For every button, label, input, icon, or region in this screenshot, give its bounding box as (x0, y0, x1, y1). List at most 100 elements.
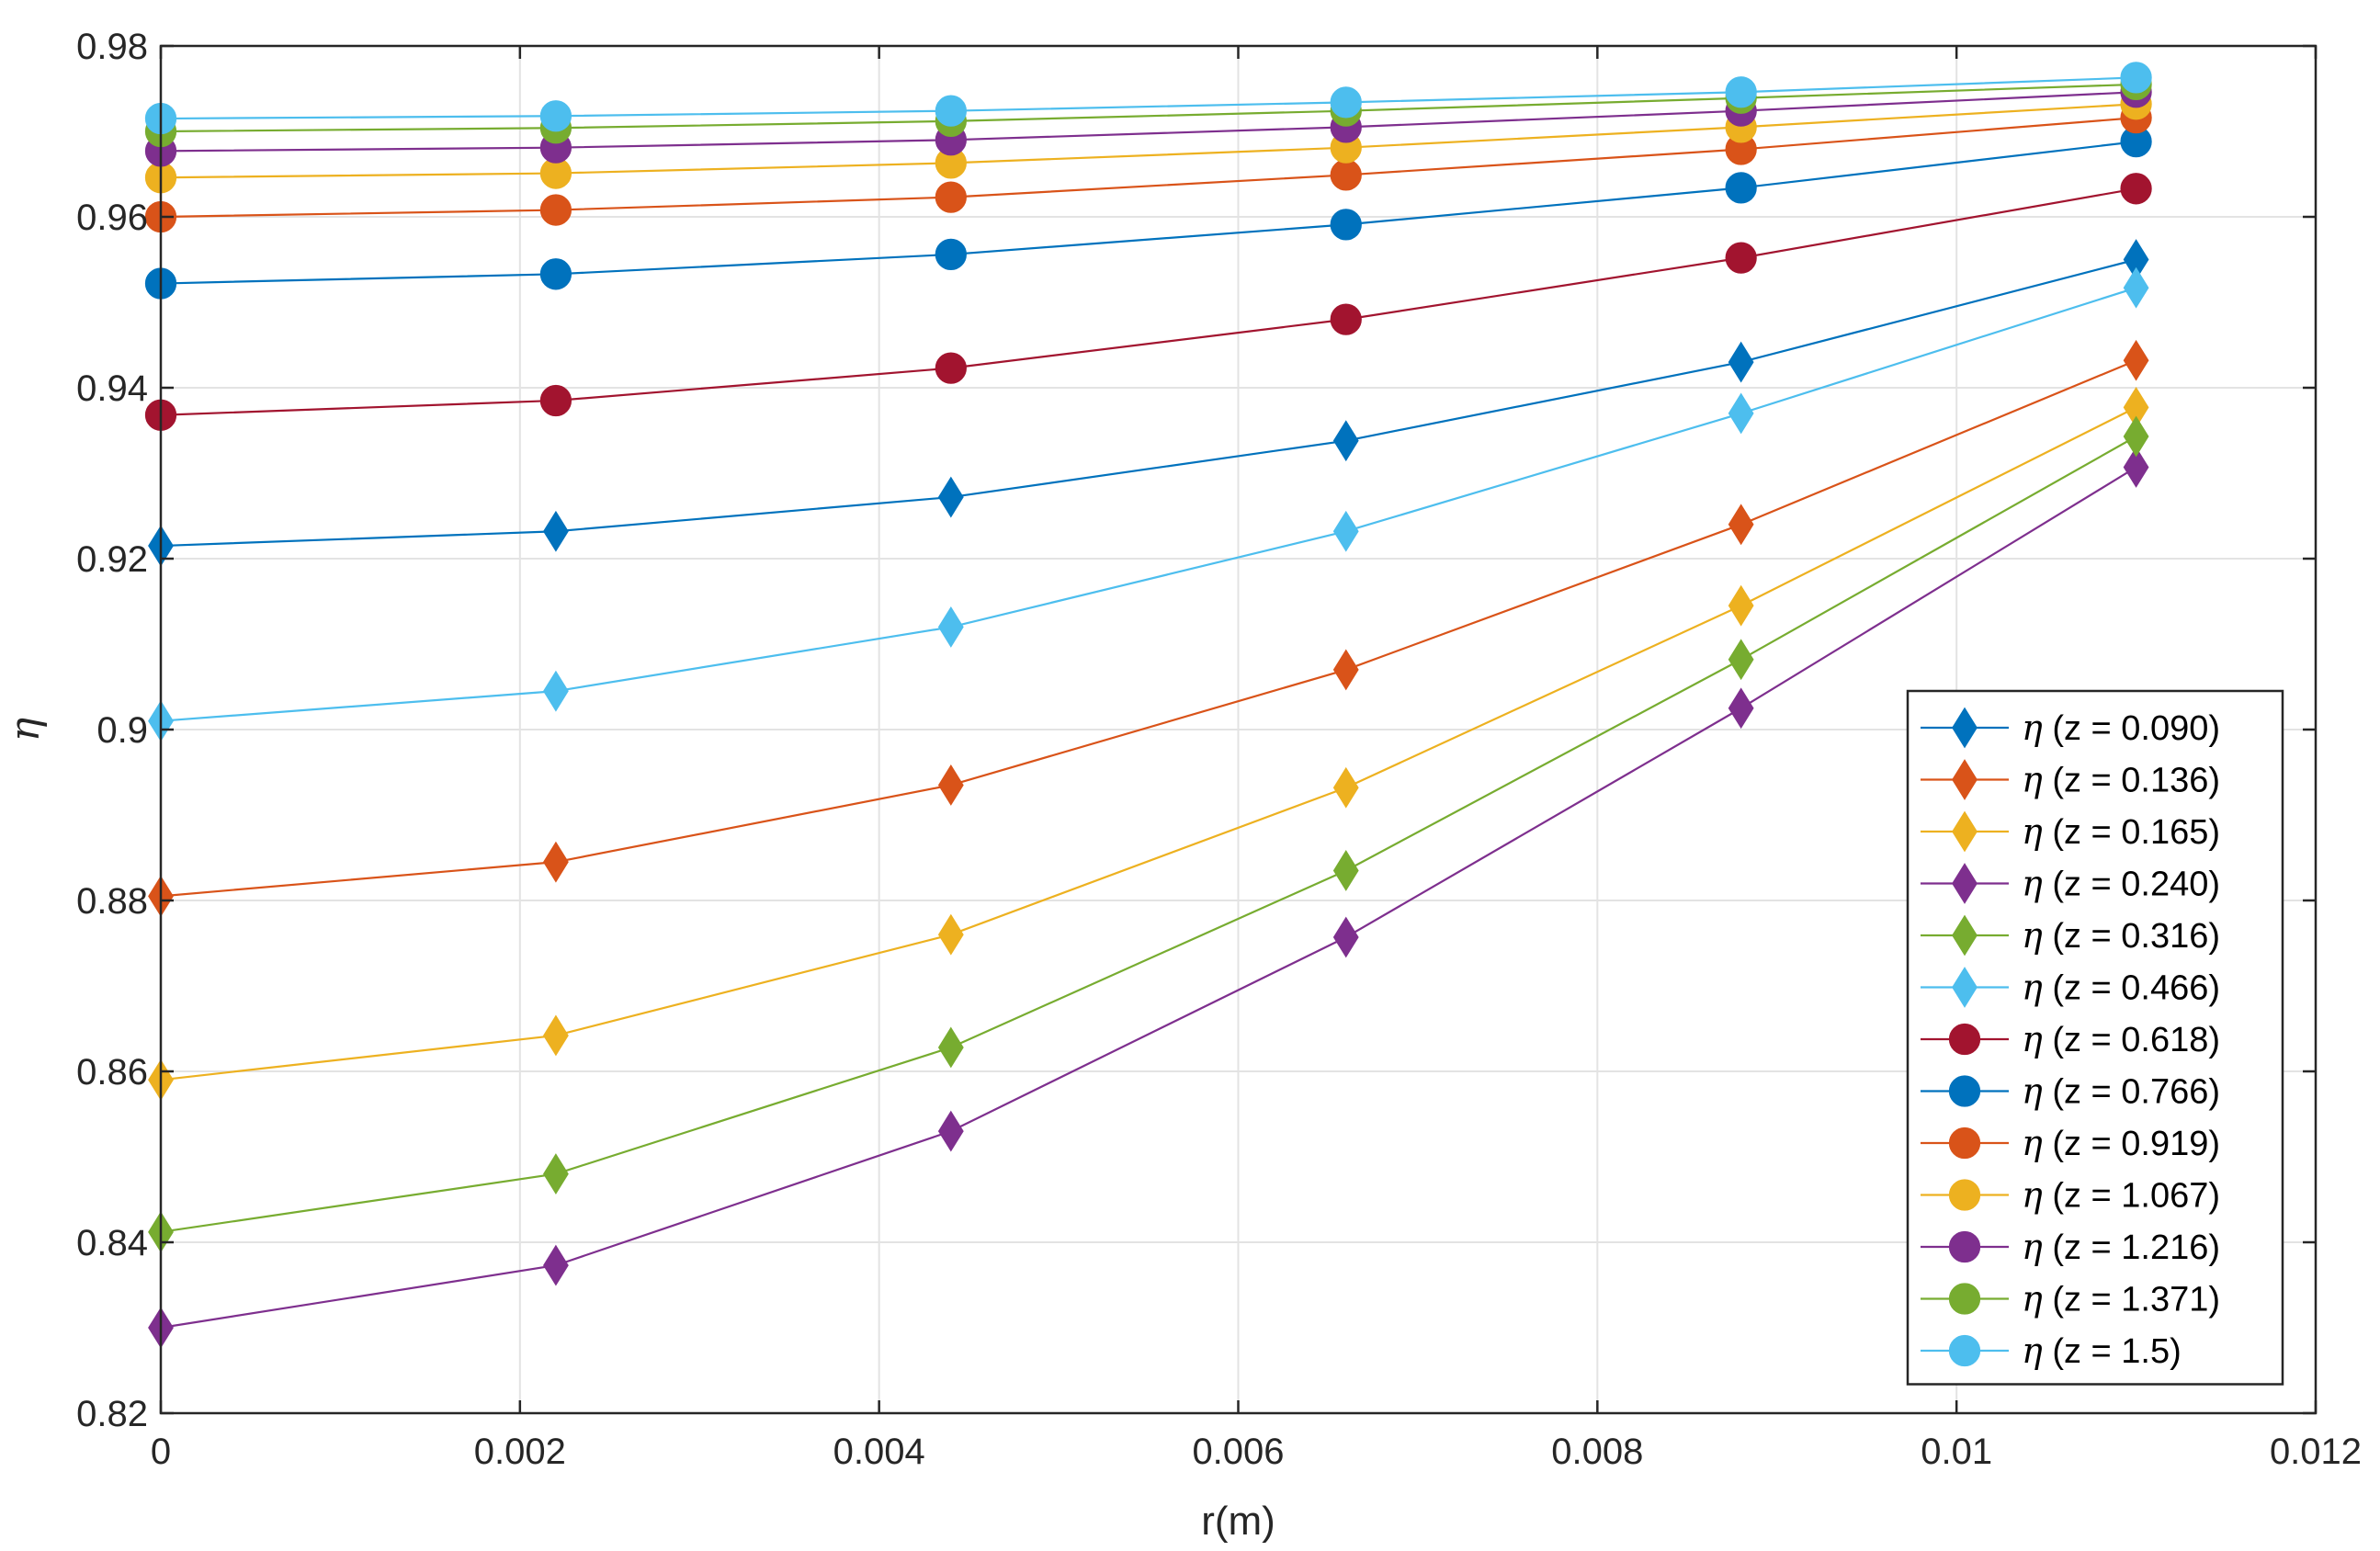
series-line (160, 187, 2136, 416)
legend-item: η (z = 0.090) (1921, 707, 2220, 749)
legend-marker (1952, 863, 1978, 904)
data-point (1332, 850, 1359, 891)
data-point (2120, 173, 2152, 205)
data-point (937, 1110, 964, 1152)
data-point (937, 764, 964, 806)
x-tick-label: 0.008 (1551, 1432, 1643, 1472)
y-tick-label: 0.98 (76, 27, 148, 67)
legend-marker (1948, 1283, 1981, 1315)
data-point (1728, 639, 1754, 681)
legend-item: η (z = 1.067) (1921, 1175, 2220, 1216)
data-point (539, 100, 572, 132)
y-axis-title: η (2, 718, 49, 742)
legend-marker (1948, 1075, 1981, 1107)
y-tick-label: 0.84 (76, 1223, 148, 1263)
data-point (1728, 392, 1754, 435)
legend-item: η (z = 0.466) (1921, 967, 2220, 1008)
data-point (1330, 209, 1362, 241)
data-point (937, 476, 964, 518)
legend-label: η (z = 0.240) (2022, 864, 2220, 904)
data-point (1330, 159, 1362, 191)
series-line (160, 406, 2137, 1081)
data-point (937, 606, 964, 648)
x-tick-label: 0.006 (1192, 1432, 1284, 1472)
data-point (1728, 584, 1754, 627)
data-point (935, 95, 967, 127)
legend-label: η (z = 0.136) (2022, 760, 2220, 800)
series-13 (144, 62, 2152, 135)
legend-item: η (z = 0.316) (1921, 914, 2220, 957)
legend-marker (1948, 1230, 1981, 1263)
data-point (543, 1244, 569, 1286)
data-point (935, 238, 967, 271)
x-tick-label: 0.012 (2270, 1432, 2362, 1472)
data-point (1725, 172, 1757, 204)
legend-marker (1952, 810, 1978, 853)
data-point (2123, 447, 2149, 488)
legend-label: η (z = 1.067) (2022, 1175, 2220, 1216)
legend-item: η (z = 1.5) (1921, 1330, 2182, 1371)
legend-label: η (z = 1.216) (2022, 1227, 2220, 1267)
series-layer (144, 62, 2152, 1349)
legend-label: η (z = 1.5) (2022, 1330, 2182, 1371)
series-2 (148, 339, 2149, 917)
legend-marker (1948, 1023, 1981, 1056)
legend-item: η (z = 0.766) (1921, 1071, 2220, 1112)
y-tick-label: 0.94 (76, 368, 148, 409)
legend-marker (1952, 707, 1978, 749)
data-point (1725, 76, 1757, 108)
y-tick-label: 0.92 (76, 539, 148, 580)
legend-item: η (z = 1.216) (1921, 1227, 2220, 1267)
y-tick-label: 0.88 (76, 881, 148, 922)
y-tick-label: 0.86 (76, 1052, 148, 1092)
data-point (1725, 242, 1757, 274)
series-line (160, 83, 2136, 133)
series-line (160, 103, 2136, 179)
series-line (160, 117, 2136, 219)
x-tick-label: 0.004 (833, 1432, 925, 1472)
grid (161, 46, 2316, 1413)
data-point (2123, 266, 2149, 309)
data-point (543, 510, 569, 552)
data-point (2123, 339, 2149, 381)
x-tick-label: 0.002 (474, 1432, 566, 1472)
data-point (543, 841, 569, 883)
y-tick-label: 0.82 (76, 1394, 148, 1434)
series-line (160, 287, 2136, 722)
legend-marker (1952, 914, 1978, 957)
series-1 (148, 239, 2149, 567)
data-point (543, 1014, 569, 1057)
legend-label: η (z = 0.165) (2022, 811, 2220, 852)
x-tick-label: 0.01 (1921, 1432, 1992, 1472)
legend: η (z = 0.090) η (z = 0.136) η (z = 0.165) η… (1906, 689, 2284, 1386)
legend-item: η (z = 0.618) (1921, 1019, 2220, 1059)
data-point (1728, 504, 1754, 546)
series-line (160, 258, 2136, 548)
series-5 (148, 415, 2149, 1253)
data-point (1728, 341, 1754, 383)
series-line (160, 359, 2137, 898)
legend-marker (1952, 967, 1978, 1008)
legend-marker (1948, 1334, 1981, 1367)
data-point (1330, 86, 1362, 119)
data-point (1332, 649, 1359, 691)
legend-marker (1948, 1126, 1981, 1160)
legend-label: η (z = 0.919) (2022, 1123, 2220, 1163)
series-line (160, 91, 2136, 153)
y-tick-label: 0.9 (96, 710, 148, 751)
legend-marker (1952, 759, 1978, 800)
legend-item: η (z = 0.165) (1921, 810, 2220, 853)
y-tick-label: 0.96 (76, 198, 148, 238)
data-point (2120, 62, 2152, 94)
legend-item: η (z = 0.240) (1921, 863, 2220, 904)
series-7 (144, 173, 2152, 431)
legend-item: η (z = 0.136) (1921, 759, 2220, 800)
data-point (1332, 916, 1359, 958)
data-point (935, 181, 967, 213)
data-point (539, 194, 572, 226)
legend-label: η (z = 0.466) (2022, 968, 2220, 1008)
legend-label: η (z = 0.316) (2022, 915, 2220, 956)
legend-label: η (z = 1.371) (2022, 1279, 2220, 1319)
data-point (543, 1153, 569, 1195)
